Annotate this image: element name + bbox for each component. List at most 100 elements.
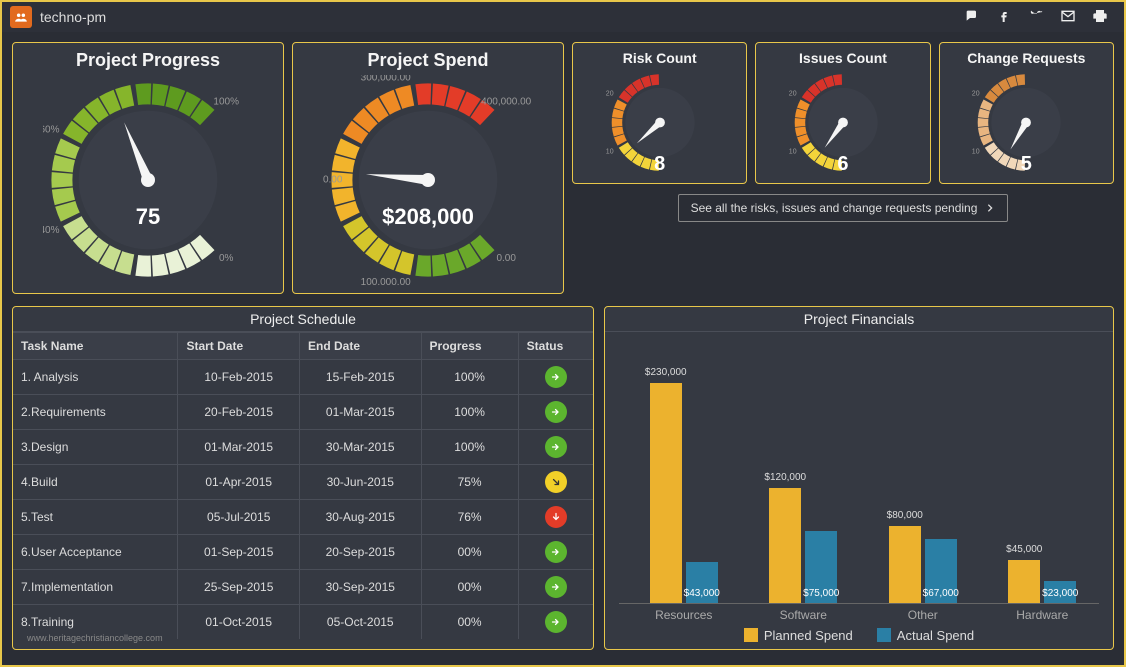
facebook-icon[interactable]	[988, 8, 1020, 27]
mail-icon[interactable]	[1052, 8, 1084, 27]
legend-item: Actual Spend	[877, 628, 974, 643]
cell-progress: 00%	[421, 534, 518, 569]
cell-end: 30-Aug-2015	[299, 499, 421, 534]
bar-chart: $230,000$43,000$120,000$75,000$80,000$67…	[605, 332, 1113, 649]
cell-status	[518, 604, 593, 639]
svg-text:400,000.00: 400,000.00	[481, 96, 531, 107]
gauge-title: Risk Count	[623, 51, 697, 66]
bar-label: $23,000	[1042, 588, 1078, 599]
table-row: 5.Test05-Jul-201530-Aug-201576%	[13, 499, 593, 534]
topbar: techno-pm	[2, 2, 1124, 32]
cell-start: 01-Apr-2015	[178, 464, 300, 499]
bar: $23,000	[1044, 581, 1076, 603]
svg-text:20%: 20%	[121, 284, 141, 285]
svg-text:100,000.00: 100,000.00	[361, 277, 411, 285]
svg-text:300,000.00: 300,000.00	[361, 75, 411, 83]
cell-start: 05-Jul-2015	[178, 499, 300, 534]
cell-status	[518, 499, 593, 534]
table-row: 2.Requirements20-Feb-201501-Mar-2015100%	[13, 394, 593, 429]
svg-text:20: 20	[789, 91, 797, 98]
cell-end: 15-Feb-2015	[299, 359, 421, 394]
cell-start: 01-Sep-2015	[178, 534, 300, 569]
gauge-spend: Project Spend 0.00100,000.00200,000.0030…	[292, 42, 564, 294]
cell-status	[518, 534, 593, 569]
cell-task: 3.Design	[13, 429, 178, 464]
cell-end: 05-Oct-2015	[299, 604, 421, 639]
bar: $67,000	[925, 539, 957, 603]
brand-name: techno-pm	[40, 9, 106, 25]
table-row: 7.Implementation25-Sep-201530-Sep-201500…	[13, 569, 593, 604]
col-header: Start Date	[178, 332, 300, 359]
bar-label: $67,000	[923, 588, 959, 599]
table-row: 4.Build01-Apr-201530-Jun-201575%	[13, 464, 593, 499]
cell-start: 01-Oct-2015	[178, 604, 300, 639]
gauge-value: $208,000	[323, 204, 533, 230]
col-header: Status	[518, 332, 593, 359]
status-icon	[545, 576, 567, 598]
gauge-canvas: 01020306	[768, 70, 918, 175]
legend-item: Planned Spend	[744, 628, 853, 643]
print-icon[interactable]	[1084, 8, 1116, 27]
financials-card: Project Financials $230,000$43,000$120,0…	[604, 306, 1114, 650]
lower-row: Project Schedule Task NameStart DateEnd …	[2, 298, 1124, 660]
svg-text:80%: 80%	[121, 75, 141, 76]
gauge-title: Project Progress	[76, 51, 220, 71]
cell-progress: 100%	[421, 394, 518, 429]
schedule-tbody: 1. Analysis10-Feb-201515-Feb-2015100%2.R…	[13, 359, 593, 639]
cell-status	[518, 429, 593, 464]
bar-label: $43,000	[684, 588, 720, 599]
status-icon	[545, 366, 567, 388]
schedule-title: Project Schedule	[13, 307, 593, 332]
x-axis: ResourcesSoftwareOtherHardware	[619, 604, 1099, 622]
cell-start: 10-Feb-2015	[178, 359, 300, 394]
bar-label: $120,000	[764, 472, 806, 483]
twitter-icon[interactable]	[1020, 8, 1052, 27]
gauge-changes: Change Requests 01020305	[939, 42, 1114, 184]
gauge-title: Issues Count	[799, 51, 887, 66]
bar-label: $230,000	[645, 367, 687, 378]
col-header: Task Name	[13, 332, 178, 359]
table-row: 3.Design01-Mar-201530-Mar-2015100%	[13, 429, 593, 464]
see-all-button[interactable]: See all the risks, issues and change req…	[678, 194, 1009, 222]
schedule-table: Task NameStart DateEnd DateProgressStatu…	[13, 332, 593, 639]
bar-group: $230,000$43,000	[637, 383, 731, 603]
bar: $80,000	[889, 526, 921, 603]
chat-icon[interactable]	[956, 8, 988, 27]
bar: $75,000	[805, 531, 837, 603]
bar: $43,000	[686, 562, 718, 603]
gauge-value: 8	[585, 153, 735, 176]
status-icon	[545, 506, 567, 528]
bar: $230,000	[650, 383, 682, 603]
svg-text:20: 20	[972, 91, 980, 98]
cell-task: 7.Implementation	[13, 569, 178, 604]
gauges-row: Project Progress 0%20%40%60%80%100%75 Pr…	[2, 32, 1124, 298]
gauge-title: Change Requests	[967, 51, 1085, 66]
cell-end: 30-Jun-2015	[299, 464, 421, 499]
cell-task: 6.User Acceptance	[13, 534, 178, 569]
status-icon	[545, 471, 567, 493]
gauge-canvas: 0%20%40%60%80%100%75	[43, 75, 253, 285]
bar-label: $80,000	[887, 510, 923, 521]
gauge-issues: Issues Count 01020306	[755, 42, 930, 184]
cell-progress: 00%	[421, 569, 518, 604]
svg-text:20: 20	[605, 91, 613, 98]
legend-swatch	[744, 628, 758, 642]
see-all-label: See all the risks, issues and change req…	[691, 201, 978, 215]
gauge-canvas: 0.00100,000.00200,000.00300,000.00400,00…	[323, 75, 533, 285]
cell-progress: 75%	[421, 464, 518, 499]
table-header-row: Task NameStart DateEnd DateProgressStatu…	[13, 332, 593, 359]
gauge-value: 75	[43, 204, 253, 230]
chevron-right-icon	[985, 203, 995, 213]
financials-title: Project Financials	[605, 307, 1113, 332]
gauge-value: 6	[768, 153, 918, 176]
legend-swatch	[877, 628, 891, 642]
gauge-risk: Risk Count 01020308	[572, 42, 747, 184]
col-header: End Date	[299, 332, 421, 359]
cell-end: 30-Mar-2015	[299, 429, 421, 464]
status-icon	[545, 436, 567, 458]
gauge-canvas: 01020308	[585, 70, 735, 175]
cell-start: 01-Mar-2015	[178, 429, 300, 464]
cell-task: 2.Requirements	[13, 394, 178, 429]
small-gauges-col: Risk Count 01020308 Issues Count 0102030…	[572, 42, 1114, 294]
bars-zone: $230,000$43,000$120,000$75,000$80,000$67…	[619, 342, 1099, 604]
